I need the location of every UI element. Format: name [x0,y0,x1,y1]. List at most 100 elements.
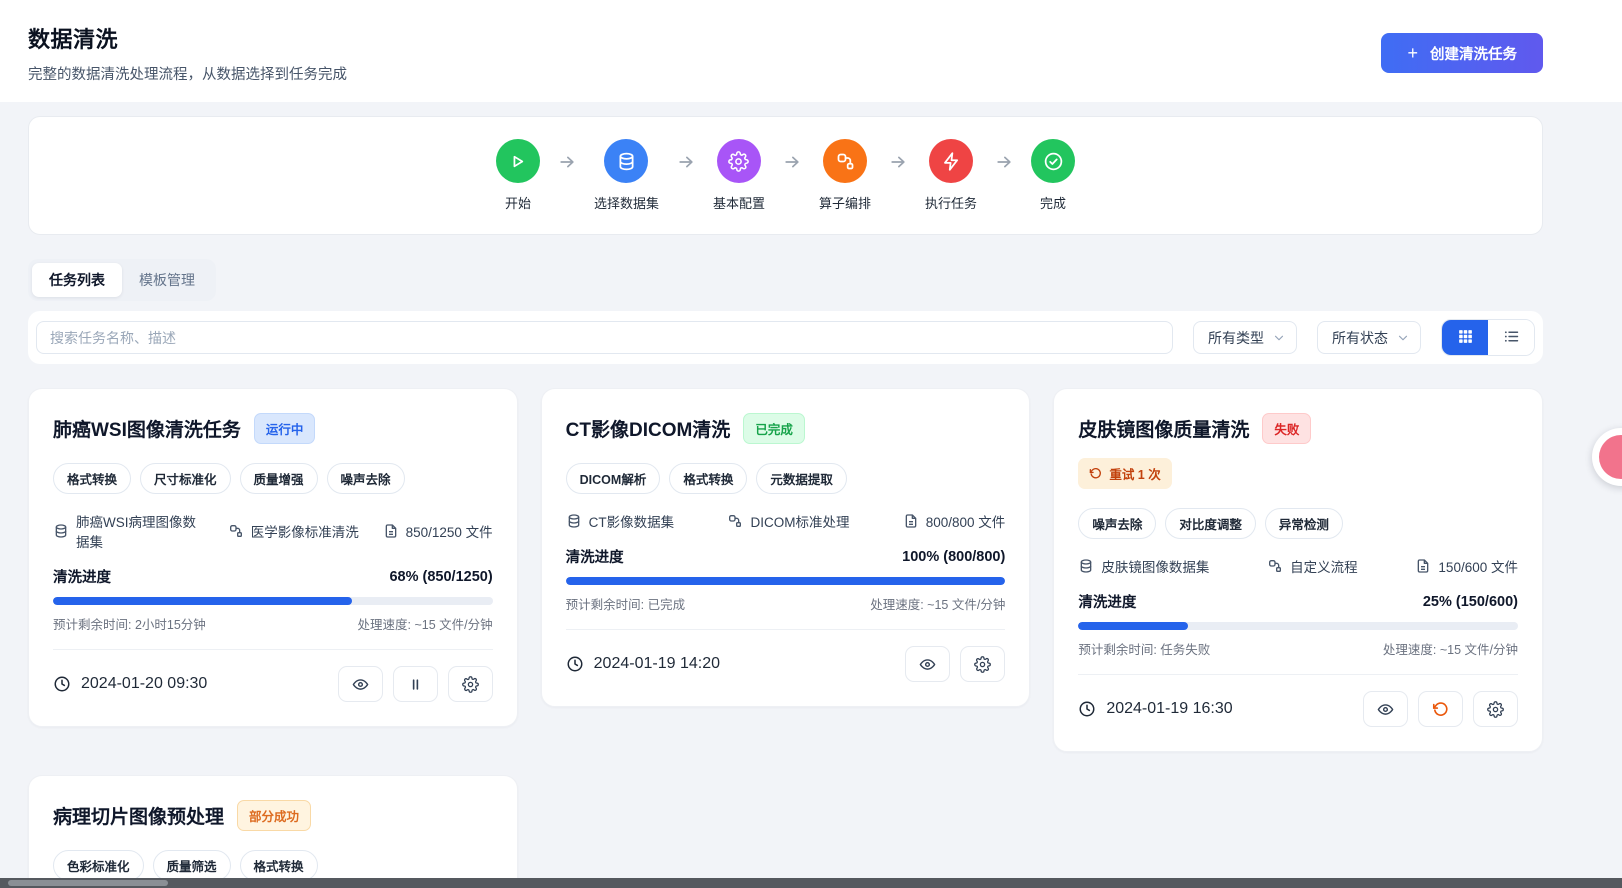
page-title: 数据清洗 [28,27,119,52]
play-icon[interactable] [495,139,540,183]
lightning-icon[interactable] [929,139,974,183]
settings-button[interactable] [1472,691,1518,727]
meta-row: 肺癌WSI病理图像数据集 医学影像标准清洗 850/1250 文件 [53,511,493,551]
progress-value: 100% (800/800) [902,548,1006,565]
tag: 对比度调整 [1165,508,1256,539]
database-icon[interactable] [604,139,649,183]
workflow-stepper: 开始 选择数据集 基本配置 [28,116,1543,235]
step-label: 基本配置 [712,196,765,211]
status-badge: 已完成 [743,413,805,444]
type-filter-value: 所有类型 [1208,329,1264,346]
tag: 异常检测 [1264,508,1343,539]
divider [1078,674,1518,675]
arrow-right-icon [557,152,577,172]
progress-fill [1078,622,1189,630]
status-filter-value: 所有状态 [1332,329,1388,346]
task-date: 2024-01-19 14:20 [566,655,720,673]
pipeline-name: 医学影像标准清洗 [250,525,359,540]
files-count: 150/600 文件 [1438,560,1518,575]
grid-view-button[interactable] [1442,320,1488,355]
eye-icon [919,658,936,670]
scrollbar-thumb[interactable] [8,880,168,886]
divider [53,649,493,650]
task-title: 皮肤镜图像质量清洗 [1078,420,1250,441]
grid-icon [1457,328,1474,348]
pipeline-name: DICOM标准处理 [750,515,850,530]
workflow-icon [229,525,242,537]
floating-helper-widget[interactable] [1592,428,1622,486]
create-task-button[interactable]: + 创建清洗任务 [1381,33,1543,73]
pipeline-meta: 医学影像标准清洗 [228,521,359,541]
tag: DICOM解析 [565,463,661,494]
task-date-value: 2024-01-19 16:30 [1106,700,1233,717]
view-mode-toggle [1441,319,1535,356]
task-date: 2024-01-19 16:30 [1078,700,1233,718]
tag: 格式转换 [239,850,318,881]
dataset-meta: CT影像数据集 [566,511,675,531]
tab-template-management[interactable]: 模板管理 [122,263,212,297]
task-card-ct-dicom: CT影像DICOM清洗 已完成 DICOM解析 格式转换 元数据提取 CT影像数… [540,388,1031,707]
tag-row: 噪声去除 对比度调整 异常检测 [1078,508,1518,539]
status-badge: 部分成功 [237,800,312,831]
arrow-right-icon [888,152,908,172]
file-icon [1418,559,1429,573]
progress-fill [53,597,352,605]
arrow-right-icon [994,152,1014,172]
processing-speed: 处理速度: ~15 文件/分钟 [1382,643,1518,657]
tag-row: DICOM解析 格式转换 元数据提取 [565,463,1006,494]
remaining-time: 预计剩余时间: 任务失败 [1078,643,1211,657]
type-filter-select[interactable]: 所有类型 [1193,321,1297,354]
gear-icon [461,675,479,693]
dataset-name: 皮肤镜图像数据集 [1101,560,1210,575]
files-count: 800/800 文件 [925,515,1006,530]
view-button[interactable] [1362,691,1408,727]
settings-button[interactable] [447,666,493,702]
files-meta: 850/1250 文件 [383,521,493,541]
files-meta: 800/800 文件 [903,511,1006,531]
tag-row: 色彩标准化 质量筛选 格式转换 [53,850,493,881]
task-date-value: 2024-01-20 09:30 [81,675,208,692]
tag-row: 格式转换 尺寸标准化 质量增强 噪声去除 [53,463,493,494]
status-filter-select[interactable]: 所有状态 [1317,321,1421,354]
status-badge: 失败 [1262,413,1312,444]
file-icon [385,524,396,538]
database-icon [1080,559,1092,573]
progress-value: 25% (150/600) [1422,593,1518,610]
pause-icon [412,678,418,690]
chevron-down-icon [1396,331,1410,345]
dataset-meta: 皮肤镜图像数据集 [1078,556,1209,576]
pause-button[interactable] [392,666,438,702]
progress-bar [565,577,1006,585]
task-title: 肺癌WSI图像清洗任务 [53,420,241,441]
list-view-button[interactable] [1488,320,1534,355]
retry-icon [1432,701,1448,716]
task-card-lung-wsi: 肺癌WSI图像清洗任务 运行中 格式转换 尺寸标准化 质量增强 噪声去除 肺癌W… [28,388,518,727]
tab-task-list[interactable]: 任务列表 [32,263,122,297]
search-input[interactable] [36,321,1173,354]
view-button[interactable] [337,666,383,702]
arrow-right-icon [782,152,802,172]
database-icon [568,514,579,528]
clock-icon [567,656,583,672]
tag: 质量筛选 [152,850,231,881]
gear-icon[interactable] [716,139,761,183]
list-icon [1503,328,1520,348]
page-subtitle: 完整的数据清洗处理流程，从数据选择到任务完成 [28,67,347,83]
header-text: 数据清洗 完整的数据清洗处理流程，从数据选择到任务完成 [28,22,347,84]
task-title: CT影像DICOM清洗 [565,420,731,441]
create-task-label: 创建清洗任务 [1430,46,1517,63]
task-title: 病理切片图像预处理 [53,807,225,828]
workflow-icon [1269,560,1282,572]
step-label: 算子编排 [819,196,872,211]
operator-icon[interactable] [823,139,867,183]
dataset-name: CT影像数据集 [588,515,675,530]
check-circle-icon[interactable] [1031,139,1076,183]
view-button[interactable] [905,646,951,682]
processing-speed: 处理速度: ~15 文件/分钟 [357,618,493,632]
retry-button[interactable] [1417,691,1463,727]
progress-label: 清洗进度 [1078,595,1137,611]
gear-icon [974,655,992,673]
status-badge: 运行中 [253,413,316,444]
settings-button[interactable] [960,646,1006,682]
pipeline-meta: 自定义流程 [1267,556,1358,576]
